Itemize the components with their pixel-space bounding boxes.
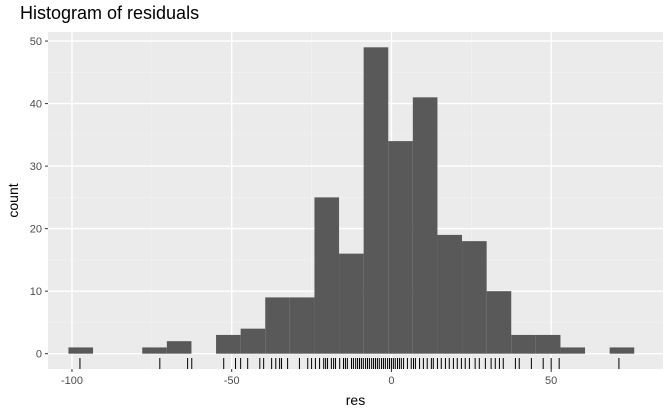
histogram-bar [560,347,586,354]
histogram-bar [314,197,340,354]
x-tick-label: -100 [61,375,83,387]
y-tick-label: 40 [30,99,42,111]
histogram-bar [511,334,536,354]
histogram-bar [412,97,438,354]
histogram-bars [68,47,635,354]
histogram-bar [166,341,192,354]
histogram-bar [289,297,315,354]
chart-title: Histogram of residuals [20,3,200,23]
histogram-bar [462,241,487,354]
histogram-bar [486,291,512,354]
x-axis: -100 -50 0 50 [61,369,557,387]
histogram-bar [388,141,413,354]
histogram-bar [437,234,463,354]
histogram-bar [339,253,364,354]
histogram-bar [216,334,241,354]
histogram-bar [265,297,290,354]
x-tick-label: 50 [545,375,557,387]
x-tick-label: -50 [224,375,240,387]
histogram-bar [535,334,561,354]
y-tick-label: 0 [36,349,42,361]
y-tick-label: 30 [30,161,42,173]
x-tick-label: 0 [388,375,394,387]
y-tick-label: 10 [30,286,42,298]
minor-gridlines [48,32,663,369]
rug-marks [79,358,620,369]
histogram-bar [68,347,94,354]
y-axis-title: count [5,183,21,217]
histogram-bar [142,347,167,354]
y-axis: 0 10 20 30 40 50 [30,36,48,361]
x-axis-title: res [346,392,365,408]
histogram-bar [609,347,635,354]
y-tick-label: 20 [30,224,42,236]
y-tick-label: 50 [30,36,42,48]
histogram-bar [363,47,389,354]
histogram-bar [240,328,266,354]
